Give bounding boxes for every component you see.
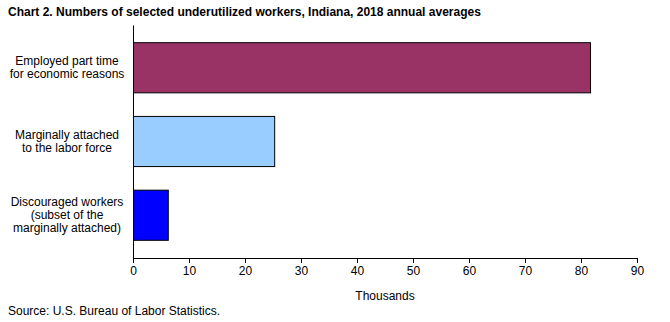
- x-tick: 50: [407, 258, 421, 278]
- source: Source: U.S. Bureau of Labor Statistics.: [8, 304, 220, 318]
- x-tick: 10: [183, 258, 197, 278]
- x-tick-mark: [525, 258, 526, 263]
- x-axis-line: [134, 259, 638, 264]
- y-tick-label-line: to the labor force: [22, 141, 112, 155]
- x-tick-mark: [301, 258, 302, 263]
- bar: [133, 43, 591, 93]
- bars: [133, 43, 591, 241]
- x-tick-mark: [581, 258, 582, 263]
- title: Chart 2. Numbers of selected underutiliz…: [8, 5, 481, 19]
- x-tick: 30: [295, 258, 309, 278]
- x-axis-title: Thousands: [355, 289, 414, 303]
- y-tick-label-line: Discouraged workers: [11, 195, 124, 209]
- y-tick-label-line: Employed part time: [15, 54, 119, 68]
- x-tick-label: 60: [463, 264, 477, 278]
- y-tick-label: Employed part timefor economic reasons: [10, 54, 125, 81]
- x-tick-label: 10: [183, 264, 197, 278]
- chart: Chart 2. Numbers of selected underutiliz…: [0, 0, 670, 322]
- x-tick-label: 70: [519, 264, 533, 278]
- x-tick-label: 0: [130, 264, 137, 278]
- x-tick: 40: [351, 258, 365, 278]
- y-tick-label-line: for economic reasons: [10, 67, 125, 81]
- y-axis-line: [133, 26, 134, 259]
- x-tick-mark: [413, 258, 414, 263]
- x-tick-label: 40: [351, 264, 365, 278]
- x-tick: 60: [463, 258, 477, 278]
- x-tick-mark: [133, 258, 134, 263]
- x-tick-label: 30: [295, 264, 309, 278]
- plot: 0 10 20 30 40 50 60 70 80 90: [130, 26, 644, 278]
- x-tick-label: 90: [631, 264, 645, 278]
- y-tick-label-line: marginally attached): [13, 221, 121, 235]
- y-tick-label-line: (subset of the: [31, 208, 104, 222]
- x-tick: 70: [519, 258, 533, 278]
- x-tick-mark: [469, 258, 470, 263]
- x-tick-label: 20: [239, 264, 253, 278]
- x-tick-mark: [637, 258, 638, 263]
- x-tick: 0: [130, 258, 137, 278]
- y-tick-label: Discouraged workers(subset of themargina…: [11, 195, 124, 235]
- x-tick: 80: [575, 258, 589, 278]
- x-tick-label: 80: [575, 264, 589, 278]
- x-tick-label: 50: [407, 264, 421, 278]
- x-tick-mark: [357, 258, 358, 263]
- bar: [133, 190, 168, 240]
- y-tick-label: Marginally attachedto the labor force: [15, 128, 119, 155]
- x-tick-mark: [189, 258, 190, 263]
- y-axis: [133, 26, 135, 259]
- x-tick-mark: [245, 258, 246, 263]
- x-axis: 0 10 20 30 40 50 60 70 80 90: [130, 258, 644, 278]
- x-tick: 90: [631, 258, 645, 278]
- bar: [133, 116, 275, 166]
- y-tick-label-line: Marginally attached: [15, 128, 119, 142]
- x-tick: 20: [239, 258, 253, 278]
